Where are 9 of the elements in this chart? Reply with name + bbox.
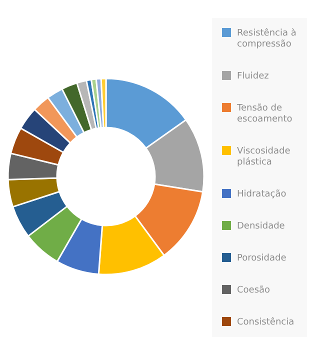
legend-label: Viscosidade plástica [237, 146, 291, 168]
legend-label: Consistência [237, 316, 294, 328]
legend-label: Porosidade [237, 254, 287, 264]
legend-label: Resistência à compressão [237, 28, 296, 50]
legend-label: Tensão de escoamento [236, 104, 293, 124]
legend-label: Coesão [237, 286, 271, 296]
legend-label: Fluidez [237, 72, 270, 82]
legend-label: Densidade [237, 222, 286, 232]
legend-label: Hidratação [237, 190, 287, 200]
